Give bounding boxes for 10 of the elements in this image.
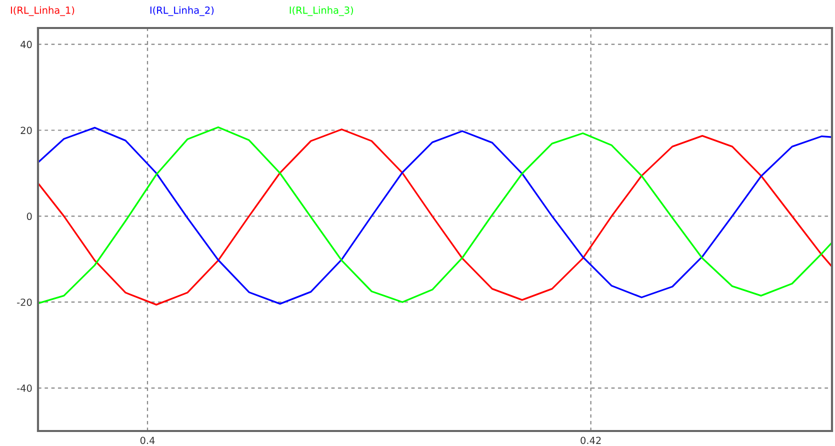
y-tick-label: -40 — [17, 384, 32, 392]
text: I(RL_Linha_2) — [150, 6, 214, 16]
y-tick-label: -20 — [17, 298, 32, 306]
y-tick-label: 0 — [26, 212, 32, 220]
text: I(RL_Linha_3) — [290, 6, 354, 16]
y-tick-label: 20 — [20, 126, 32, 134]
text: I(RL_Linha_1) — [10, 6, 74, 16]
x-tick-label: 0.4 — [140, 436, 155, 444]
y-tick-label: 40 — [20, 40, 32, 48]
x-tick-label: 0.42 — [580, 436, 601, 444]
